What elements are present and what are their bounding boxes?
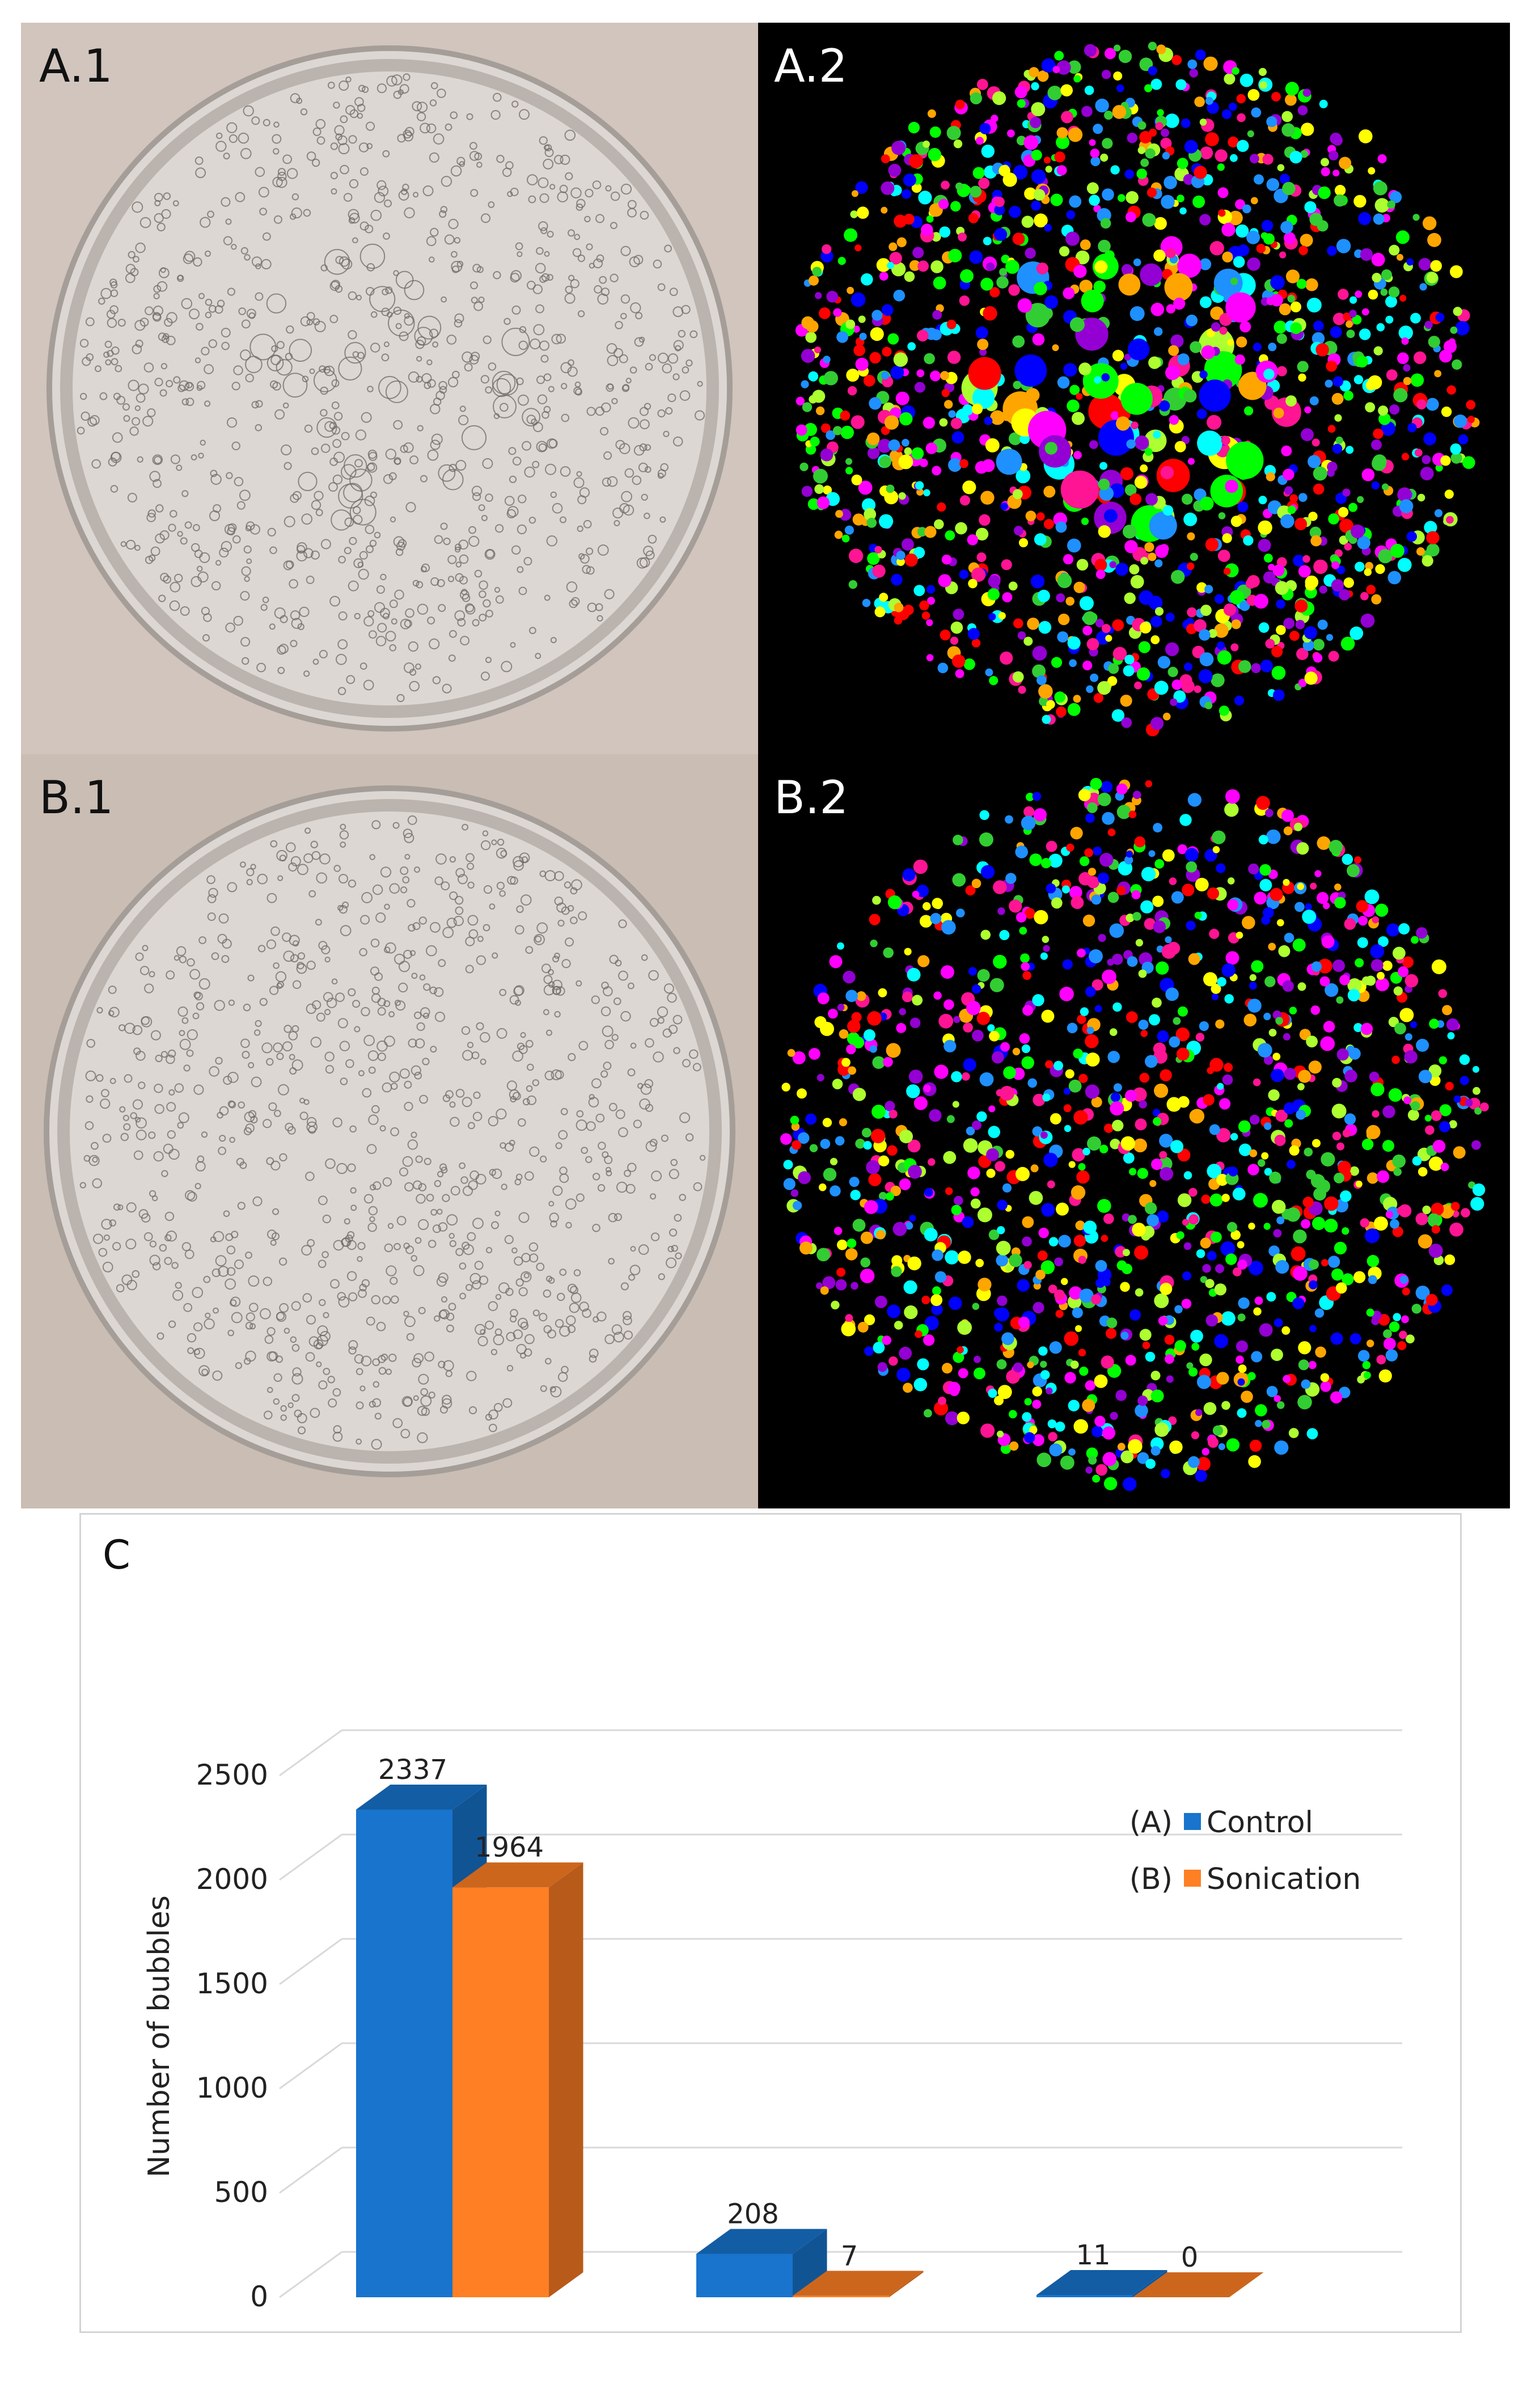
gridline-side — [279, 1833, 342, 1881]
gridline-side — [279, 2146, 342, 2194]
legend-prefix: (B) — [1129, 1862, 1173, 1896]
bubble-field — [79, 815, 706, 1450]
y-tick-label: 1000 — [196, 2072, 268, 2104]
dish-edge-bubbles — [60, 59, 719, 718]
gridline-side — [279, 1938, 342, 1985]
panel-label-b1: B.1 — [39, 771, 114, 824]
data-label: 11 — [1076, 2239, 1110, 2271]
segmented-bubbles — [780, 777, 1489, 1491]
segmentation-map-control — [795, 41, 1480, 737]
data-label: 2337 — [378, 1754, 447, 1786]
bar-control-medium-bubbles — [696, 2229, 827, 2297]
bar-sonication-large-bubbles — [1133, 2272, 1264, 2298]
data-label: 7 — [841, 2240, 858, 2272]
panel-label-b2: B.2 — [774, 771, 849, 824]
dish-rim — [46, 45, 733, 732]
legend-swatch-control — [1184, 1813, 1201, 1830]
legend-label-control: Control — [1207, 1806, 1313, 1840]
gridline-side — [279, 1729, 342, 1777]
y-tick-label: 2000 — [196, 1863, 268, 1896]
data-label: 0 — [1181, 2242, 1199, 2273]
dish-rim — [44, 785, 735, 1477]
legend-prefix: (A) — [1129, 1806, 1173, 1840]
bar-sonication-medium-bubbles — [793, 2271, 924, 2297]
dish-edge-bubbles — [57, 799, 722, 1464]
panel-b1-photo: B.1 — [21, 754, 758, 1508]
segmented-bubbles — [795, 41, 1480, 737]
panel-label-a1: A.1 — [39, 40, 113, 92]
petri-dish-photo-sonication — [21, 754, 758, 1508]
chart-plot-area: 0 500 1000 1500 2000 2500 Number of bubbles 233… — [142, 1729, 1402, 2313]
y-axis-label: Number of bubbles — [142, 1895, 176, 2178]
y-tick-label: 500 — [214, 2176, 268, 2209]
bar-control-large-bubbles — [1036, 2269, 1167, 2297]
bubble-field — [77, 73, 705, 703]
segmentation-map-sonication — [780, 777, 1489, 1491]
y-tick-label: 0 — [250, 2280, 268, 2313]
panel-a2-segmentation: A.2 — [758, 23, 1510, 754]
panel-label-a2: A.2 — [774, 40, 848, 92]
y-tick-label: 2500 — [196, 1759, 268, 1791]
legend-swatch-sonication — [1184, 1870, 1201, 1887]
bar-sonication-small-bubbles — [452, 1862, 583, 2297]
petri-dish-photo-control — [21, 23, 758, 754]
panel-b2-segmentation: B.2 — [758, 754, 1510, 1508]
data-label: 1964 — [475, 1832, 544, 1863]
gridline-side — [279, 2251, 342, 2298]
legend-label-sonication: Sonication — [1207, 1862, 1361, 1896]
y-tick-label: 1500 — [196, 1967, 268, 2000]
data-label: 208 — [727, 2198, 779, 2230]
panel-a1-photo: A.1 — [21, 23, 758, 754]
bubble-count-chart: C 0 500 1000 1500 2000 2500 Number of bubbles 2… — [79, 1513, 1462, 2333]
chart-panel-letter: C — [103, 1532, 130, 1578]
gridline-side — [279, 2042, 342, 2090]
